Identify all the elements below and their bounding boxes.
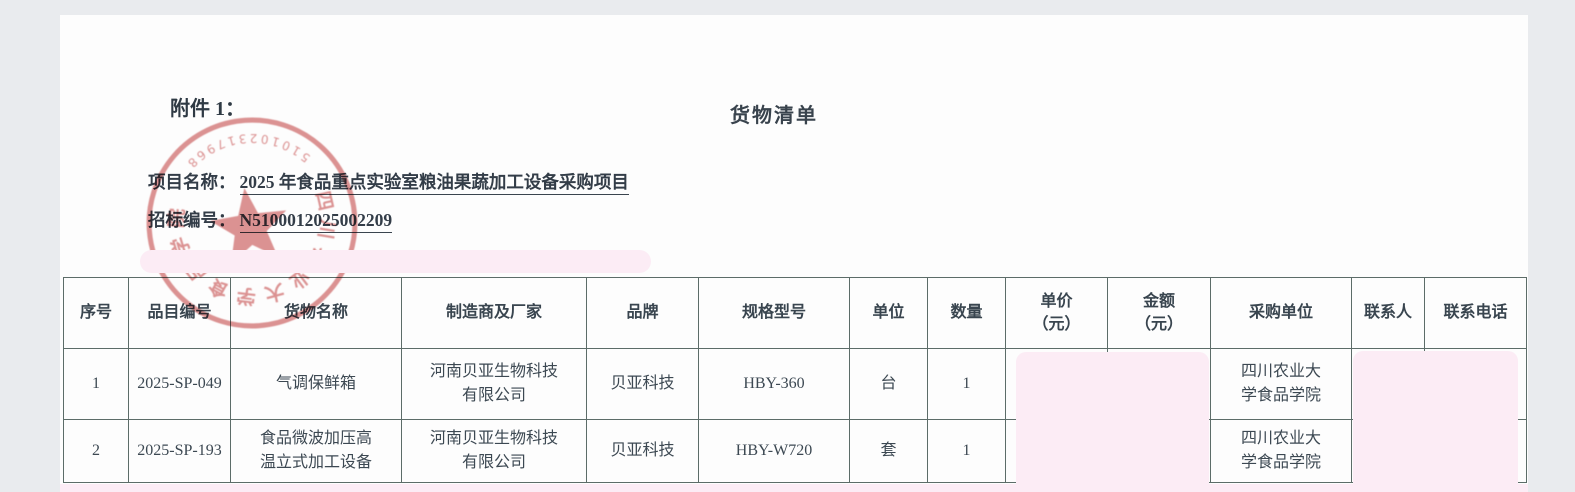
redaction-highlight xyxy=(1016,352,1209,492)
table-cell: 四川农业大学食品学院 xyxy=(1210,419,1352,483)
table-cell: HBY-360 xyxy=(698,348,850,420)
project-name-line: 项目名称： 2025 年食品重点实验室粮油果蔬加工设备采购项目 xyxy=(148,169,629,195)
table-cell: 套 xyxy=(849,419,928,483)
bid-number-label: 招标编号： xyxy=(148,210,236,230)
header-cell-model: 规格型号 xyxy=(698,277,850,349)
header-cell-goods-name: 货物名称 xyxy=(230,277,402,349)
header-cell-contact: 联系人 xyxy=(1351,277,1425,349)
attachment-label: 附件 1： xyxy=(170,98,245,120)
redaction-highlight xyxy=(60,484,1528,492)
table-row: 2 2025-SP-193 食品微波加压高温立式加工设备 河南贝亚生物科技有限公… xyxy=(63,419,1527,483)
table-cell: 河南贝亚生物科技有限公司 xyxy=(401,419,587,483)
table-cell: 2025-SP-049 xyxy=(128,348,231,420)
table-cell: 食品微波加压高温立式加工设备 xyxy=(230,419,402,483)
redaction-highlight xyxy=(140,250,651,273)
header-cell-item-code: 品目编号 xyxy=(128,277,231,349)
header-cell-unit-price: 单价 （元） xyxy=(1005,277,1108,349)
table-cell: 贝亚科技 xyxy=(586,348,699,420)
header-cell-brand: 品牌 xyxy=(586,277,699,349)
table-cell: 气调保鲜箱 xyxy=(230,348,402,420)
project-name-label: 项目名称： xyxy=(148,172,236,192)
project-name-value: 2025 年食品重点实验室粮油果蔬加工设备采购项目 xyxy=(239,172,629,195)
table-cell: 河南贝亚生物科技有限公司 xyxy=(401,348,587,420)
header-cell-amount: 金额 （元） xyxy=(1107,277,1211,349)
header-cell-manufacturer: 制造商及厂家 xyxy=(401,277,587,349)
table-row: 1 2025-SP-049 气调保鲜箱 河南贝亚生物科技有限公司 贝亚科技 HB… xyxy=(63,348,1527,420)
header-cell-quantity: 数量 xyxy=(927,277,1006,349)
table-cell: 1 xyxy=(927,419,1006,483)
header-cell-unit: 单位 xyxy=(849,277,928,349)
table-cell: 贝亚科技 xyxy=(586,419,699,483)
table-cell: 四川农业大学食品学院 xyxy=(1210,348,1352,420)
table-cell: HBY-W720 xyxy=(698,419,850,483)
stamp-star-icon xyxy=(210,188,287,264)
page-title: 货物清单 xyxy=(730,105,818,127)
official-seal-stamp-icon: 510102317968 四川农业大学食品学院 xyxy=(146,117,358,329)
redaction-highlight xyxy=(1353,351,1518,492)
table-header-row: 序号 品目编号 货物名称 制造商及厂家 品牌 规格型号 单位 数量 单价 （元）… xyxy=(63,277,1527,349)
table-cell: 1 xyxy=(927,348,1006,420)
table-cell: 2 xyxy=(63,419,129,483)
table-cell: 2025-SP-193 xyxy=(128,419,231,483)
table-cell: 1 xyxy=(63,348,129,420)
table-cell: 台 xyxy=(849,348,928,420)
header-cell-purchaser: 采购单位 xyxy=(1210,277,1352,349)
header-cell-seq: 序号 xyxy=(63,277,129,349)
header-cell-phone: 联系电话 xyxy=(1424,277,1527,349)
